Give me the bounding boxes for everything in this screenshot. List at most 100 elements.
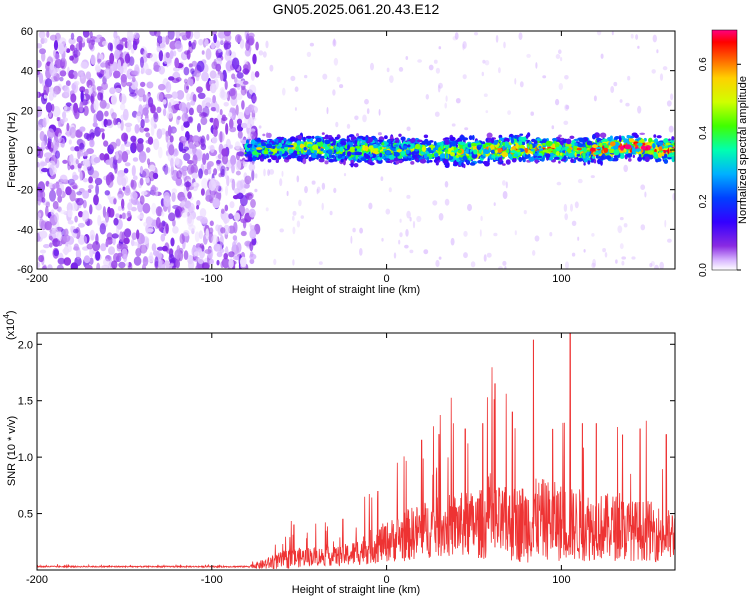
heatmap-noise-cell (221, 257, 230, 269)
heatmap-sparse-cell (335, 121, 339, 128)
heatmap-band-cell (331, 154, 336, 158)
heatmap-sparse-cell (542, 75, 547, 79)
heatmap-band-cell (428, 150, 434, 154)
heatmap-noise-cell (205, 152, 210, 161)
heatmap-sparse-cell (300, 215, 304, 219)
heatmap-band-cell (263, 150, 269, 155)
heatmap-band-cell (287, 144, 294, 148)
heatmap-sparse-cell (555, 98, 560, 106)
heatmap-band-cell (281, 140, 284, 144)
heatmap-sparse-cell (613, 81, 618, 87)
heatmap-noise-cell (142, 50, 148, 58)
heatmap-noise-cell (201, 50, 205, 55)
heatmap-noise-cell (77, 222, 85, 228)
heatmap-band-cell (340, 158, 344, 163)
heatmap-band-cell (663, 138, 669, 144)
heatmap-noise-cell (232, 235, 238, 241)
heatmap-noise-cell (240, 230, 247, 237)
heatmap-noise-cell (225, 48, 231, 56)
heatmap-band-cell (349, 146, 356, 153)
heatmap-band-cell (599, 142, 603, 148)
heatmap-sparse-cell (498, 266, 503, 269)
heatmap-noise-cell (119, 103, 126, 111)
heatmap-noise-cell (224, 204, 229, 212)
heatmap-sparse-cell (485, 110, 489, 114)
snr-ytick-label: 1.5 (18, 396, 33, 408)
heatmap-band-cell (310, 152, 317, 159)
heatmap-noise-cell (110, 61, 114, 74)
heatmap-noise-cell (136, 111, 142, 117)
heatmap-band-cell (653, 151, 657, 157)
heatmap-noise-cell (223, 253, 228, 260)
heatmap-sparse-cell (656, 49, 659, 54)
heatmap-band-cell (410, 161, 415, 165)
heatmap-noise-cell (168, 76, 175, 81)
heatmap-band-cell (372, 144, 379, 149)
heatmap-band-cell (262, 133, 266, 137)
heatmap-band-cell (410, 137, 416, 143)
heatmap-noise-cell (186, 102, 191, 110)
snr-multiplier: (x104) (2, 310, 17, 340)
heatmap-noise-cell (236, 93, 243, 101)
heatmap-noise-cell (133, 256, 142, 266)
heatmap-band-cell (334, 136, 340, 140)
heatmap-noise-cell (205, 228, 209, 240)
heatmap-noise-cell (121, 198, 125, 209)
heatmap-noise-cell (74, 146, 80, 152)
heatmap-sparse-cell (322, 73, 328, 80)
heatmap-noise-cell (162, 99, 167, 105)
heatmap-sparse-cell (623, 223, 628, 228)
snr-ylabel: SNR (10 * v/v) (6, 416, 18, 486)
heatmap-sparse-cell (535, 62, 538, 69)
heatmap-sparse-cell (596, 31, 602, 36)
heatmap-band-cell (618, 147, 621, 151)
heatmap-band-cell (411, 151, 415, 156)
heatmap-noise-cell (161, 36, 166, 44)
heatmap-sparse-cell (282, 87, 286, 96)
heatmap-band-cell (502, 163, 506, 166)
heatmap-band-cell (416, 139, 423, 143)
heatmap-sparse-cell (438, 256, 442, 260)
heatmap-sparse-cell (409, 216, 412, 222)
heatmap-sparse-cell (423, 249, 429, 255)
heatmap-noise-cell (88, 84, 93, 95)
heatmap-sparse-cell (350, 235, 353, 244)
colorbar: 0.0 0.2 0.4 0.6 Normalized spectral amplitu… (698, 29, 749, 277)
heatmap-noise-cell (92, 84, 96, 94)
heatmap-noise-cell (224, 80, 228, 90)
heatmap-noise-cell (128, 56, 135, 67)
heatmap-noise-cell (70, 164, 75, 170)
heatmap-band-cell (486, 132, 493, 139)
heatmap-noise-cell (54, 58, 63, 69)
heatmap-noise-cell (172, 226, 179, 234)
heatmap-noise-cell (41, 167, 49, 173)
heatmap-band-cell (357, 135, 364, 139)
heatmap-noise-cell (131, 232, 138, 240)
heatmap-sparse-cell (600, 53, 604, 59)
heatmap-noise-cell (150, 184, 157, 196)
heatmap-sparse-cell (406, 210, 411, 219)
heatmap-band-cell (657, 141, 664, 146)
heatmap-noise-cell (95, 184, 99, 196)
spectrogram-ytick-label: -40 (17, 224, 33, 236)
heatmap-band-cell (471, 153, 478, 159)
heatmap-noise-cell (143, 221, 148, 227)
heatmap-noise-cell (206, 163, 211, 171)
heatmap-noise-cell (216, 259, 220, 266)
heatmap-sparse-cell (318, 261, 323, 265)
heatmap-band-cell (472, 146, 478, 151)
heatmap-noise-cell (131, 165, 136, 177)
heatmap-band-cell (296, 155, 303, 162)
heatmap-band-cell (662, 146, 669, 149)
heatmap-noise-cell (82, 178, 88, 183)
heatmap-band-cell (445, 153, 449, 160)
heatmap-band-cell (428, 153, 433, 160)
heatmap-noise-cell (80, 90, 84, 103)
heatmap-band-cell (576, 151, 580, 154)
heatmap-noise-cell (139, 195, 145, 205)
heatmap-band-cell (525, 134, 529, 139)
heatmap-noise-cell (40, 161, 48, 166)
heatmap-sparse-cell (329, 210, 333, 216)
heatmap-noise-cell (174, 40, 182, 50)
heatmap-noise-cell (37, 124, 43, 131)
